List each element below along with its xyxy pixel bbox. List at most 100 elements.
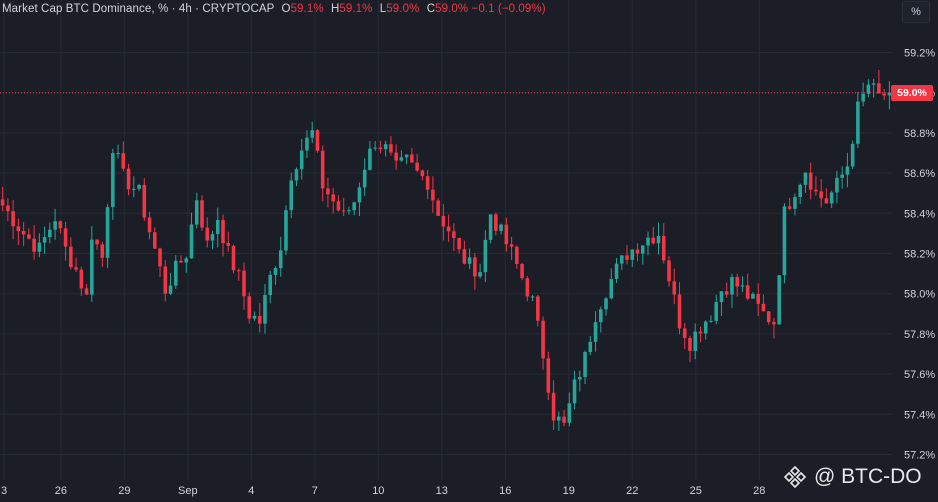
candle	[37, 233, 42, 258]
candle	[179, 255, 183, 263]
candle	[226, 231, 231, 252]
x-tick-label: 10	[372, 485, 384, 497]
candle	[63, 221, 68, 261]
candle	[299, 138, 304, 180]
candle	[111, 148, 115, 220]
candle	[362, 158, 367, 197]
candle	[546, 351, 551, 401]
candle	[257, 303, 262, 333]
candle	[231, 244, 236, 274]
candle	[646, 231, 650, 256]
candle	[341, 197, 346, 217]
candle	[866, 79, 871, 98]
interval[interactable]: 4h	[178, 3, 192, 15]
candle	[404, 154, 409, 165]
candle	[609, 268, 614, 300]
candle	[84, 284, 89, 295]
percent-scale-button[interactable]: %	[902, 1, 930, 23]
candle	[289, 172, 293, 219]
candle	[473, 253, 477, 290]
candle	[525, 276, 530, 302]
candle	[724, 282, 729, 299]
y-tick-label: 57.4%	[904, 409, 935, 421]
x-tick-label: 28	[753, 485, 765, 497]
candle	[861, 82, 865, 107]
y-tick-label: 58.4%	[904, 208, 935, 220]
candle	[483, 230, 488, 283]
candle	[0, 186, 5, 212]
low-value: 59.0%	[386, 3, 420, 15]
candle	[787, 197, 792, 211]
candle	[431, 176, 435, 213]
x-axis: 3 26 29 Sep 4 7 10 13 16 19 22 25 28	[1, 485, 765, 497]
candle	[714, 294, 719, 325]
x-tick-label: 19	[563, 485, 575, 497]
close-label: C	[426, 3, 436, 15]
candle	[200, 195, 204, 231]
candle	[189, 212, 194, 259]
candle	[315, 129, 320, 153]
candle	[11, 200, 15, 240]
candle	[27, 228, 31, 240]
candle	[467, 248, 472, 269]
candle	[515, 245, 519, 269]
low-label: L	[379, 3, 387, 15]
candle	[142, 178, 147, 222]
candle	[499, 223, 503, 235]
candle	[698, 326, 703, 343]
chart-legend: Market Cap BTC Dominance, % · 4h · CRYPT…	[2, 3, 546, 15]
candle	[320, 145, 325, 202]
candle	[383, 140, 388, 157]
y-tick-label: 58.2%	[904, 249, 935, 261]
candle	[808, 162, 813, 200]
candle	[100, 241, 105, 268]
candle	[462, 240, 467, 265]
candle	[803, 172, 808, 193]
candle	[656, 222, 661, 255]
candle	[147, 211, 152, 240]
watermark-text: @ BTC-DO	[814, 465, 922, 488]
candles	[0, 69, 892, 431]
candle	[221, 214, 225, 257]
candle	[703, 320, 708, 340]
candle	[593, 311, 598, 352]
candle	[882, 89, 886, 100]
candle	[530, 294, 535, 302]
candle	[761, 294, 766, 312]
candle	[284, 205, 288, 256]
candle	[121, 141, 126, 172]
candle	[352, 201, 356, 216]
symbol-title[interactable]: Market Cap BTC Dominance, %	[2, 3, 169, 15]
high-label: H	[330, 3, 340, 15]
candle	[877, 69, 881, 94]
candle	[294, 167, 299, 187]
candle	[79, 266, 84, 296]
candle	[21, 222, 26, 247]
candle	[446, 214, 451, 242]
candle	[536, 295, 540, 327]
candle	[132, 176, 136, 198]
candle	[751, 292, 755, 299]
candle	[163, 260, 168, 302]
candle	[326, 177, 330, 208]
candle	[247, 292, 252, 324]
candle	[651, 226, 656, 245]
y-tick-label: 57.6%	[904, 369, 935, 381]
candle	[719, 291, 724, 316]
candle	[640, 245, 645, 265]
candle	[578, 370, 582, 392]
candle	[153, 227, 157, 249]
candle	[551, 380, 556, 431]
candle	[263, 283, 267, 334]
candle	[798, 183, 802, 204]
candle	[415, 153, 419, 172]
candle	[856, 92, 860, 148]
candle	[305, 130, 309, 158]
candle	[236, 268, 241, 281]
candle	[871, 78, 876, 98]
candle	[756, 283, 760, 317]
candle	[436, 198, 440, 216]
y-tick-label: 58.0%	[904, 289, 935, 301]
candle	[887, 81, 892, 110]
